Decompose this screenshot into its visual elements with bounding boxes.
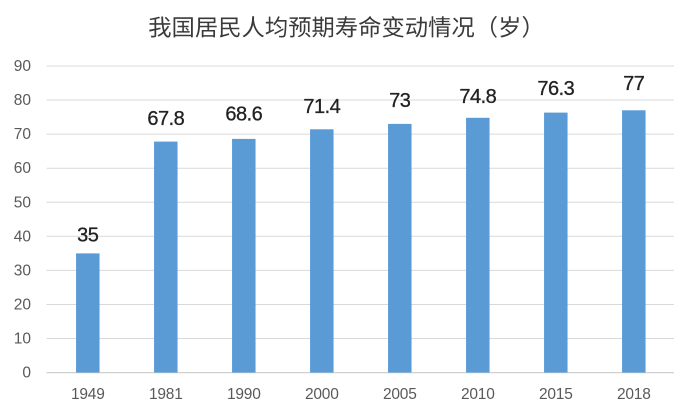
svg-text:2005: 2005 [383, 386, 417, 403]
svg-text:70: 70 [14, 126, 32, 143]
svg-text:74.8: 74.8 [459, 86, 496, 108]
svg-text:35: 35 [77, 225, 99, 247]
svg-text:20: 20 [14, 297, 32, 314]
svg-text:2018: 2018 [617, 386, 651, 403]
svg-text:67.8: 67.8 [147, 108, 184, 130]
svg-text:76.3: 76.3 [537, 78, 574, 100]
svg-text:10: 10 [14, 331, 32, 348]
svg-text:0: 0 [22, 365, 31, 382]
svg-text:90: 90 [14, 58, 32, 75]
svg-text:30: 30 [14, 262, 32, 279]
svg-text:80: 80 [14, 92, 32, 109]
svg-text:73: 73 [389, 90, 411, 112]
svg-text:50: 50 [14, 194, 32, 211]
svg-text:60: 60 [14, 160, 32, 177]
svg-text:71.4: 71.4 [303, 96, 340, 118]
svg-text:1981: 1981 [149, 386, 183, 403]
svg-text:2010: 2010 [461, 386, 495, 403]
svg-text:68.6: 68.6 [225, 103, 262, 125]
svg-text:2000: 2000 [305, 386, 339, 403]
svg-text:2015: 2015 [539, 386, 573, 403]
svg-text:1949: 1949 [71, 386, 105, 403]
svg-text:77: 77 [623, 73, 645, 95]
svg-text:40: 40 [14, 228, 32, 245]
svg-text:1990: 1990 [227, 386, 261, 403]
